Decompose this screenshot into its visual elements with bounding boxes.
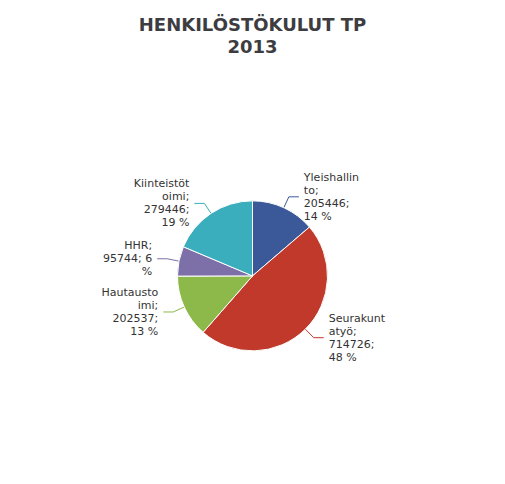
svg-text:HHR;: HHR; — [124, 239, 152, 252]
svg-text:13 %: 13 % — [130, 325, 158, 338]
svg-text:atyö;: atyö; — [329, 325, 357, 338]
svg-text:48 %: 48 % — [329, 351, 357, 364]
svg-text:205446;: 205446; — [304, 197, 350, 210]
svg-text:to;: to; — [304, 184, 319, 197]
svg-text:19 %: 19 % — [161, 216, 189, 229]
svg-text:Kiinteistöt: Kiinteistöt — [134, 177, 190, 190]
svg-text:Seurakunt: Seurakunt — [329, 312, 386, 325]
svg-text:%: % — [142, 265, 152, 278]
svg-text:imi;: imi; — [138, 299, 159, 312]
svg-text:HENKILÖSTÖKULUT TP: HENKILÖSTÖKULUT TP — [139, 14, 366, 35]
svg-text:279446;: 279446; — [144, 203, 190, 216]
svg-text:2013: 2013 — [227, 36, 277, 57]
svg-text:95744; 6: 95744; 6 — [103, 252, 152, 265]
svg-text:202537;: 202537; — [113, 312, 159, 325]
svg-text:14 %: 14 % — [304, 210, 332, 223]
svg-text:714726;: 714726; — [329, 338, 375, 351]
svg-text:oimi;: oimi; — [162, 190, 189, 203]
svg-text:Hautausto: Hautausto — [102, 286, 159, 299]
svg-text:Yleishallin: Yleishallin — [303, 171, 359, 184]
